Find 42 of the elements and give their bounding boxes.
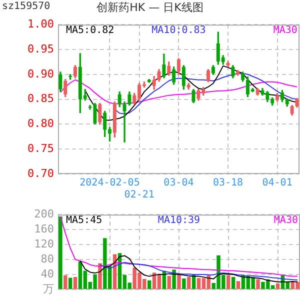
bar: [231, 277, 236, 289]
bar: [236, 281, 240, 289]
text: MA10:0.83: [152, 25, 206, 36]
bar: [187, 277, 191, 289]
x-tick-label: 02-21: [124, 190, 154, 201]
text: MA30: [273, 25, 298, 36]
y-tick-label: 0.80: [28, 117, 54, 130]
y-tick-label: 1.00: [28, 17, 54, 30]
text: MA5:45: [66, 215, 102, 226]
bar: [148, 280, 152, 289]
x-tick-label: 2024-02-05: [80, 178, 140, 189]
text: MA5:0.82: [66, 25, 114, 36]
x-tick-label: 03-04: [164, 178, 194, 189]
chart-title: 创新药HK — 日K线图: [96, 1, 204, 14]
y-tick-label: 0.85: [28, 92, 54, 106]
y-tick-label: 160: [34, 222, 54, 236]
text: sz159570: [2, 1, 50, 12]
bar: [182, 278, 186, 289]
y-tick-label: 0.90: [28, 67, 54, 80]
bar: [167, 276, 171, 289]
y-tick-label: 0.95: [28, 42, 54, 56]
y-tick-label: 200: [34, 207, 54, 220]
bar: [226, 275, 230, 289]
y-tick-label: 万: [43, 282, 54, 296]
bar: [64, 275, 68, 289]
y-tick-label: 80: [40, 252, 54, 266]
y-tick-label: 120: [34, 237, 54, 250]
y-tick-label: 0.70: [28, 166, 54, 180]
y-tick-label: 0.75: [28, 142, 54, 155]
text: MA10:39: [158, 215, 200, 226]
bar: [276, 283, 280, 289]
text: MA30: [274, 215, 298, 226]
bar: [68, 278, 72, 289]
y-tick-label: 40: [40, 267, 54, 280]
bar: [256, 279, 260, 289]
bar: [98, 263, 102, 289]
x-tick-label: 04-01: [262, 178, 292, 189]
bar: [73, 277, 78, 289]
bar: [177, 274, 181, 289]
x-tick-label: 03-18: [212, 178, 244, 189]
candlestick: [122, 101, 126, 142]
bar: [58, 216, 62, 289]
